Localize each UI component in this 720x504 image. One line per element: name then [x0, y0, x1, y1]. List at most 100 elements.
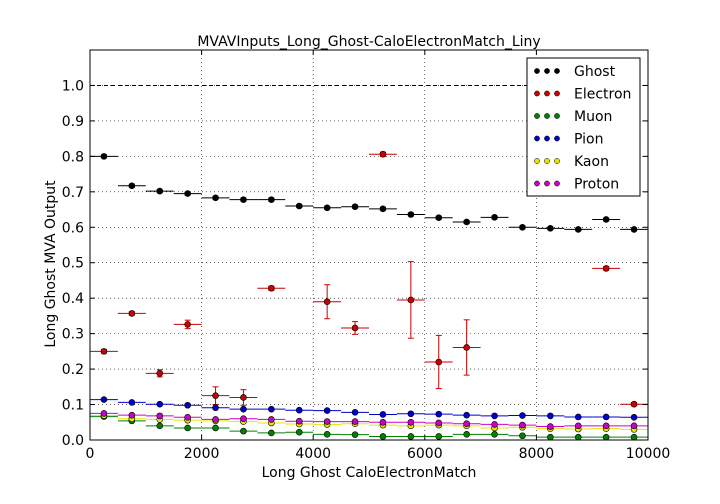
- data-point: [407, 418, 415, 426]
- data-point: [212, 392, 219, 399]
- data-point: [323, 407, 331, 414]
- data-point: [240, 427, 247, 435]
- x-axis-title: Long Ghost CaloElectronMatch: [262, 465, 477, 481]
- x-tick-label: 6000: [407, 446, 443, 462]
- data-point: [491, 214, 498, 221]
- data-point: [547, 225, 554, 232]
- data-point: [268, 284, 275, 292]
- data-point: [435, 214, 443, 221]
- y-tick-label: 1.0: [62, 78, 84, 94]
- legend-marker: [534, 90, 540, 97]
- x-tick-label: 10000: [626, 446, 671, 462]
- data-point: [212, 424, 219, 432]
- y-tick-label: 0.7: [62, 185, 84, 201]
- data-point: [128, 310, 136, 317]
- data-point: [156, 370, 164, 377]
- data-point: [240, 415, 247, 423]
- data-point: [351, 203, 359, 211]
- chart-title: MVAVInputs_Long_Ghost-CaloElectronMatch_…: [197, 34, 540, 50]
- legend-marker: [554, 158, 560, 164]
- data-point: [435, 419, 443, 427]
- data-point: [240, 405, 247, 413]
- data-point: [547, 423, 554, 430]
- data-point: [100, 153, 108, 160]
- legend-marker: [554, 135, 560, 142]
- legend-entry-kaon: Kaon: [534, 154, 609, 170]
- legend-marker: [534, 158, 540, 164]
- data-point: [212, 404, 219, 412]
- legend-marker: [554, 180, 560, 187]
- data-point: [435, 358, 443, 366]
- data-point: [463, 344, 470, 351]
- legend: Ghost Electron Muon Pion Kaon Proton: [526, 57, 641, 197]
- data-point: [128, 182, 136, 190]
- data-point: [212, 416, 219, 423]
- legend-entry-pion: Pion: [534, 132, 603, 148]
- data-point: [128, 399, 136, 406]
- data-point: [463, 431, 470, 438]
- data-point: [602, 216, 610, 223]
- data-point: [519, 432, 526, 440]
- data-point: [156, 187, 164, 195]
- legend-label: Kaon: [574, 154, 609, 170]
- data-point: [602, 265, 610, 272]
- y-tick-label: 0.0: [62, 433, 84, 449]
- data-point: [547, 412, 554, 420]
- data-point: [547, 433, 554, 441]
- y-axis-title: Long Ghost MVA Output: [43, 180, 59, 348]
- series-pion: [90, 396, 648, 421]
- legend-entry-proton: Proton: [534, 177, 619, 193]
- legend-marker: [534, 113, 540, 119]
- data-point: [351, 324, 359, 332]
- data-point: [240, 196, 247, 203]
- legend-entry-electron: Electron: [534, 87, 631, 103]
- data-point: [407, 296, 415, 304]
- legend-marker: [544, 135, 550, 142]
- data-point: [268, 416, 275, 423]
- x-tick-label: 4000: [295, 446, 331, 462]
- data-point: [602, 413, 610, 421]
- y-tick-label: 0.4: [62, 291, 84, 307]
- data-point: [463, 411, 470, 419]
- data-point: [295, 417, 303, 425]
- legend-marker: [544, 180, 550, 187]
- data-point: [491, 431, 498, 438]
- data-point: [519, 412, 526, 419]
- x-tick-label: 2000: [184, 446, 220, 462]
- data-point: [295, 406, 303, 414]
- legend-marker: [534, 68, 540, 74]
- data-point: [491, 421, 498, 428]
- data-point: [630, 433, 638, 441]
- y-tick-label: 0.1: [62, 398, 84, 414]
- data-point: [407, 410, 415, 418]
- data-point: [184, 401, 191, 409]
- legend-marker: [554, 68, 560, 74]
- legend-entry-muon: Muon: [534, 109, 612, 125]
- series-electron: [90, 150, 648, 408]
- legend-label: Pion: [574, 132, 603, 148]
- data-point: [323, 298, 331, 306]
- data-point: [268, 429, 275, 437]
- data-point: [630, 400, 638, 408]
- data-point: [351, 409, 359, 416]
- legend-label: Muon: [574, 109, 612, 125]
- legend-marker: [544, 68, 550, 74]
- legend-label: Ghost: [574, 64, 616, 80]
- legend-marker: [544, 90, 550, 97]
- legend-box: [526, 57, 641, 197]
- data-point: [379, 205, 387, 213]
- y-tick-label: 0.3: [62, 327, 84, 343]
- data-point: [100, 410, 108, 417]
- y-tick-label: 0.9: [62, 114, 84, 130]
- data-point: [574, 433, 582, 441]
- series-muon: [90, 413, 648, 441]
- data-point: [602, 422, 610, 430]
- data-point: [379, 433, 387, 440]
- data-point: [519, 223, 526, 231]
- series-ghost: [90, 153, 648, 233]
- data-point: [435, 410, 443, 418]
- data-point: [379, 418, 387, 426]
- data-point: [184, 190, 191, 197]
- x-tick-label: 0: [86, 446, 95, 462]
- legend-marker: [534, 135, 540, 142]
